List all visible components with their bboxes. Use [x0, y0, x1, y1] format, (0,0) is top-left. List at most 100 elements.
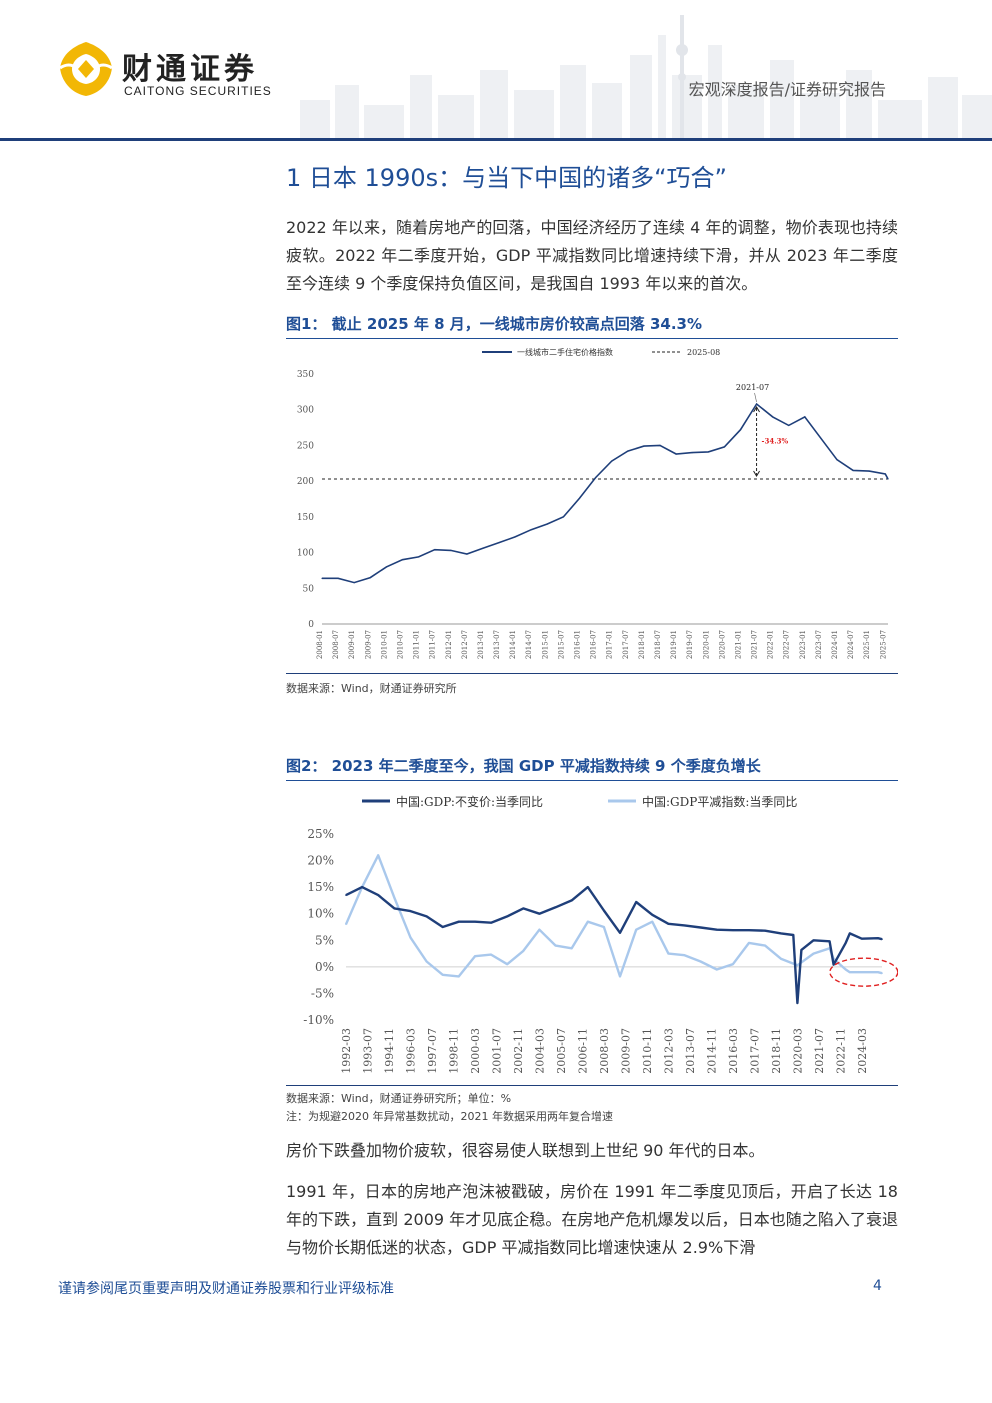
data-point: [675, 453, 677, 455]
data-point: [522, 907, 525, 910]
report-type-label: 宏观深度报告/证券研究报告: [688, 80, 886, 99]
figure-2-chart: 中国:GDP:不变价:当季同比 中国:GDP平减指数:当季同比 25% 20% 15% 1…: [286, 780, 899, 1086]
x-tick-label: 2024-07: [847, 630, 855, 659]
data-point: [756, 403, 758, 405]
data-point: [667, 952, 670, 955]
figure-1-title: 图1： 截止 2025 年 8 月，一线城市房价较高点回落 34.3%: [286, 313, 898, 339]
x-tick-label: 2022-01: [767, 630, 775, 659]
data-point: [635, 928, 637, 931]
data-point: [401, 559, 404, 561]
data-point: [861, 971, 863, 973]
x-tick-label: 2025-01: [863, 630, 871, 659]
header-divider: [0, 138, 992, 141]
data-point: [538, 912, 541, 915]
data-point: [651, 914, 654, 916]
annotation-arrow-head-up: [753, 406, 760, 413]
data-point: [474, 920, 476, 923]
data-point: [603, 926, 605, 928]
data-point: [522, 950, 525, 952]
x-tick-label: 1998-11: [447, 1028, 460, 1074]
data-point: [570, 899, 573, 902]
y-tick-label: -10%: [303, 1013, 334, 1027]
data-point: [764, 929, 766, 932]
x-tick-label: 2024-03: [856, 1028, 869, 1074]
x-tick-label: 2012-01: [445, 630, 453, 659]
x-tick-label: 2009-07: [364, 630, 372, 659]
data-point: [887, 478, 889, 480]
x-tick-label: 2009-07: [619, 1028, 632, 1074]
x-tick-label: 2000-03: [469, 1028, 482, 1074]
data-point: [804, 416, 806, 418]
data-point: [458, 920, 460, 923]
x-tick-label: 2010-11: [641, 1028, 654, 1074]
data-point: [369, 577, 371, 579]
x-tick-label: 2016-03: [727, 1028, 740, 1074]
x-tick-label: 2008-07: [332, 630, 340, 659]
body-paragraph-3: 1991 年，日本的房地产泡沫被戳破，房价在 1991 年二季度见顶后，开启了长…: [286, 1182, 898, 1257]
data-point: [418, 556, 420, 558]
data-point: [530, 529, 532, 531]
x-tick-label: 2011-01: [413, 630, 421, 659]
x-tick-label: 2013-07: [684, 1028, 697, 1074]
data-point: [578, 497, 581, 499]
data-point: [844, 968, 847, 971]
x-tick-label: 1996-03: [404, 1028, 417, 1074]
x-tick-label: 2018-07: [654, 630, 662, 659]
annotation-peak-leader: [754, 392, 757, 403]
y-tick-label: 20%: [307, 854, 334, 868]
figure-2-title: 图2： 2023 年二季度至今，我国 GDP 平减指数持续 9 个季度负增长: [286, 755, 898, 781]
legend-label-gdp: 中国:GDP:不变价:当季同比: [396, 794, 543, 809]
data-point: [409, 936, 412, 939]
annotation-peak-date: 2021-07: [736, 383, 769, 392]
data-point: [450, 549, 452, 551]
data-point: [409, 910, 412, 912]
data-point: [554, 944, 557, 947]
data-point: [337, 577, 339, 579]
x-tick-label: 2022-11: [834, 1028, 847, 1074]
data-point: [425, 960, 428, 963]
y-tick-label: 250: [297, 441, 314, 451]
data-point: [780, 932, 782, 935]
data-point: [514, 536, 516, 538]
data-point: [627, 450, 629, 452]
x-tick-label: 2020-07: [718, 630, 726, 659]
x-tick-label: 2014-11: [705, 1028, 718, 1074]
data-point: [861, 937, 863, 940]
x-tick-label: 2024-01: [831, 630, 839, 659]
data-point: [732, 929, 734, 931]
data-point: [881, 972, 883, 974]
data-point: [506, 963, 508, 965]
x-tick-label: 2008-01: [316, 630, 324, 659]
annotation-arrow-head-down: [753, 470, 760, 477]
figure-1-source: 数据来源：Wind，财通证券研究所: [286, 682, 457, 695]
data-point: [538, 928, 541, 931]
data-point: [716, 968, 718, 971]
data-point: [683, 924, 686, 927]
data-point: [699, 960, 702, 963]
x-tick-label: 2002-11: [512, 1028, 525, 1074]
data-point: [482, 547, 484, 549]
x-tick-label: 2019-01: [670, 630, 678, 659]
data-point: [546, 523, 548, 525]
data-point: [474, 955, 476, 957]
figure-1-chart: 一线城市二手住宅价格指数 2025-08 0 50 100 150 200 250 300 350…: [286, 338, 898, 674]
x-tick-label: 2017-01: [606, 630, 614, 659]
x-tick-label: 2009-01: [348, 630, 356, 659]
x-tick-label: 2020-03: [791, 1028, 804, 1074]
y-tick-label: 0: [308, 620, 314, 630]
data-point: [884, 473, 886, 475]
data-point: [425, 915, 428, 918]
figure-2-source: 数据来源：Wind，财通证券研究所；单位：%: [286, 1092, 512, 1105]
x-tick-label: 2013-01: [477, 630, 485, 659]
x-tick-label: 1993-07: [361, 1028, 374, 1074]
y-tick-label: 350: [297, 370, 314, 380]
data-point: [800, 949, 803, 951]
x-tick-label: 2017-07: [748, 1028, 761, 1074]
data-point: [619, 932, 621, 934]
data-point: [868, 470, 870, 472]
data-point: [506, 915, 508, 918]
x-tick-label: 2012-03: [662, 1028, 675, 1074]
data-point: [490, 953, 492, 956]
x-tick-label: 1994-11: [383, 1028, 396, 1074]
data-point: [466, 553, 468, 555]
